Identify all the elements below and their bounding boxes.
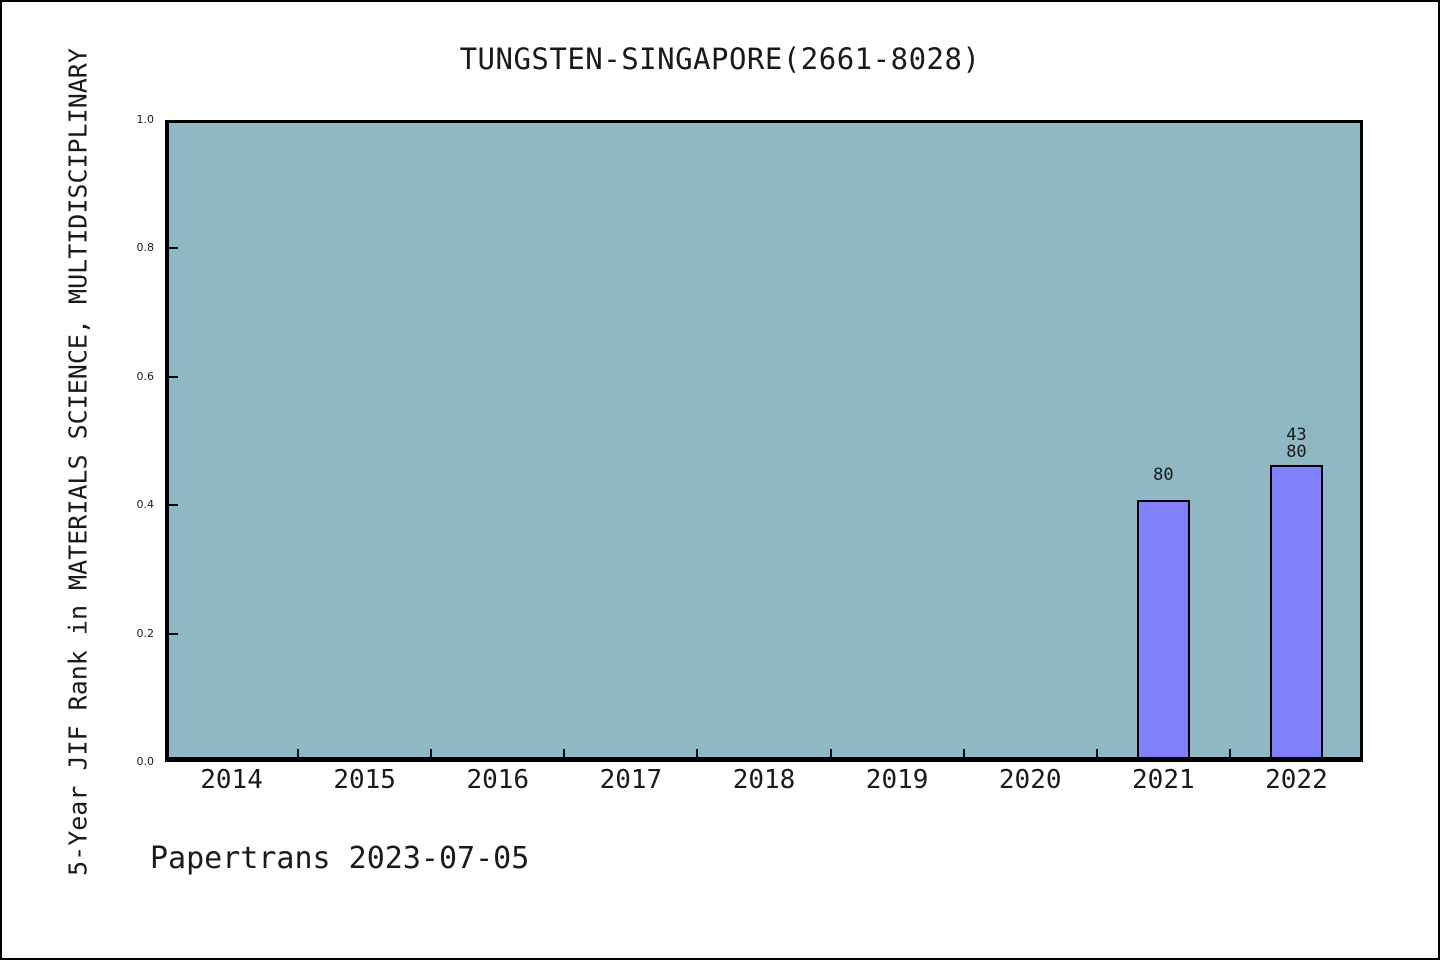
y-tick-label: 0.8 bbox=[136, 241, 155, 255]
x-tick-mark bbox=[563, 749, 566, 762]
x-tick-label-2015: 2015 bbox=[333, 765, 396, 795]
y-tick-mark bbox=[165, 247, 178, 250]
footer-text: Papertrans 2023-07-05 bbox=[150, 841, 530, 876]
x-tick-mark bbox=[696, 749, 699, 762]
y-tick-label: 1.0 bbox=[136, 113, 155, 126]
y-tick-label: 0.4 bbox=[136, 498, 155, 512]
x-tick-mark bbox=[297, 749, 300, 762]
x-tick-label-2016: 2016 bbox=[466, 765, 530, 795]
x-tick-label-2019: 2019 bbox=[865, 765, 929, 795]
x-tick-mark bbox=[962, 749, 965, 762]
y-tick-mark bbox=[165, 375, 178, 378]
x-tick-mark bbox=[1095, 749, 1098, 762]
y-tick-label: 0.2 bbox=[136, 626, 155, 640]
x-tick-mark bbox=[430, 749, 433, 762]
x-tick-label-2018: 2018 bbox=[732, 765, 796, 795]
y-tick-mark bbox=[165, 632, 178, 635]
bar-label-2021: 80 bbox=[1153, 465, 1174, 486]
bar-label-2022: 43 80 bbox=[1286, 424, 1307, 462]
y-tick-label: 0.6 bbox=[136, 369, 155, 383]
x-tick-mark bbox=[1228, 749, 1231, 762]
x-tick-label-2020: 2020 bbox=[998, 765, 1062, 795]
bar-2021 bbox=[1136, 500, 1190, 762]
bar-2022 bbox=[1269, 464, 1323, 762]
y-tick-label: 0.0 bbox=[136, 755, 155, 768]
x-tick-mark bbox=[829, 749, 832, 762]
x-tick-label-2017: 2017 bbox=[599, 765, 663, 795]
x-tick-label-2014: 2014 bbox=[200, 765, 263, 795]
y-axis-title: 5-Year JIF Rank in MATERIALS SCIENCE, MU… bbox=[63, 48, 93, 876]
x-tick-label-2022: 2022 bbox=[1265, 765, 1328, 795]
plot-area: 80 43 80 bbox=[165, 120, 1363, 762]
y-tick-mark bbox=[165, 504, 178, 507]
x-tick-label-2021: 2021 bbox=[1132, 765, 1195, 795]
chart-title: TUNGSTEN-SINGAPORE(2661-8028) bbox=[459, 42, 981, 76]
